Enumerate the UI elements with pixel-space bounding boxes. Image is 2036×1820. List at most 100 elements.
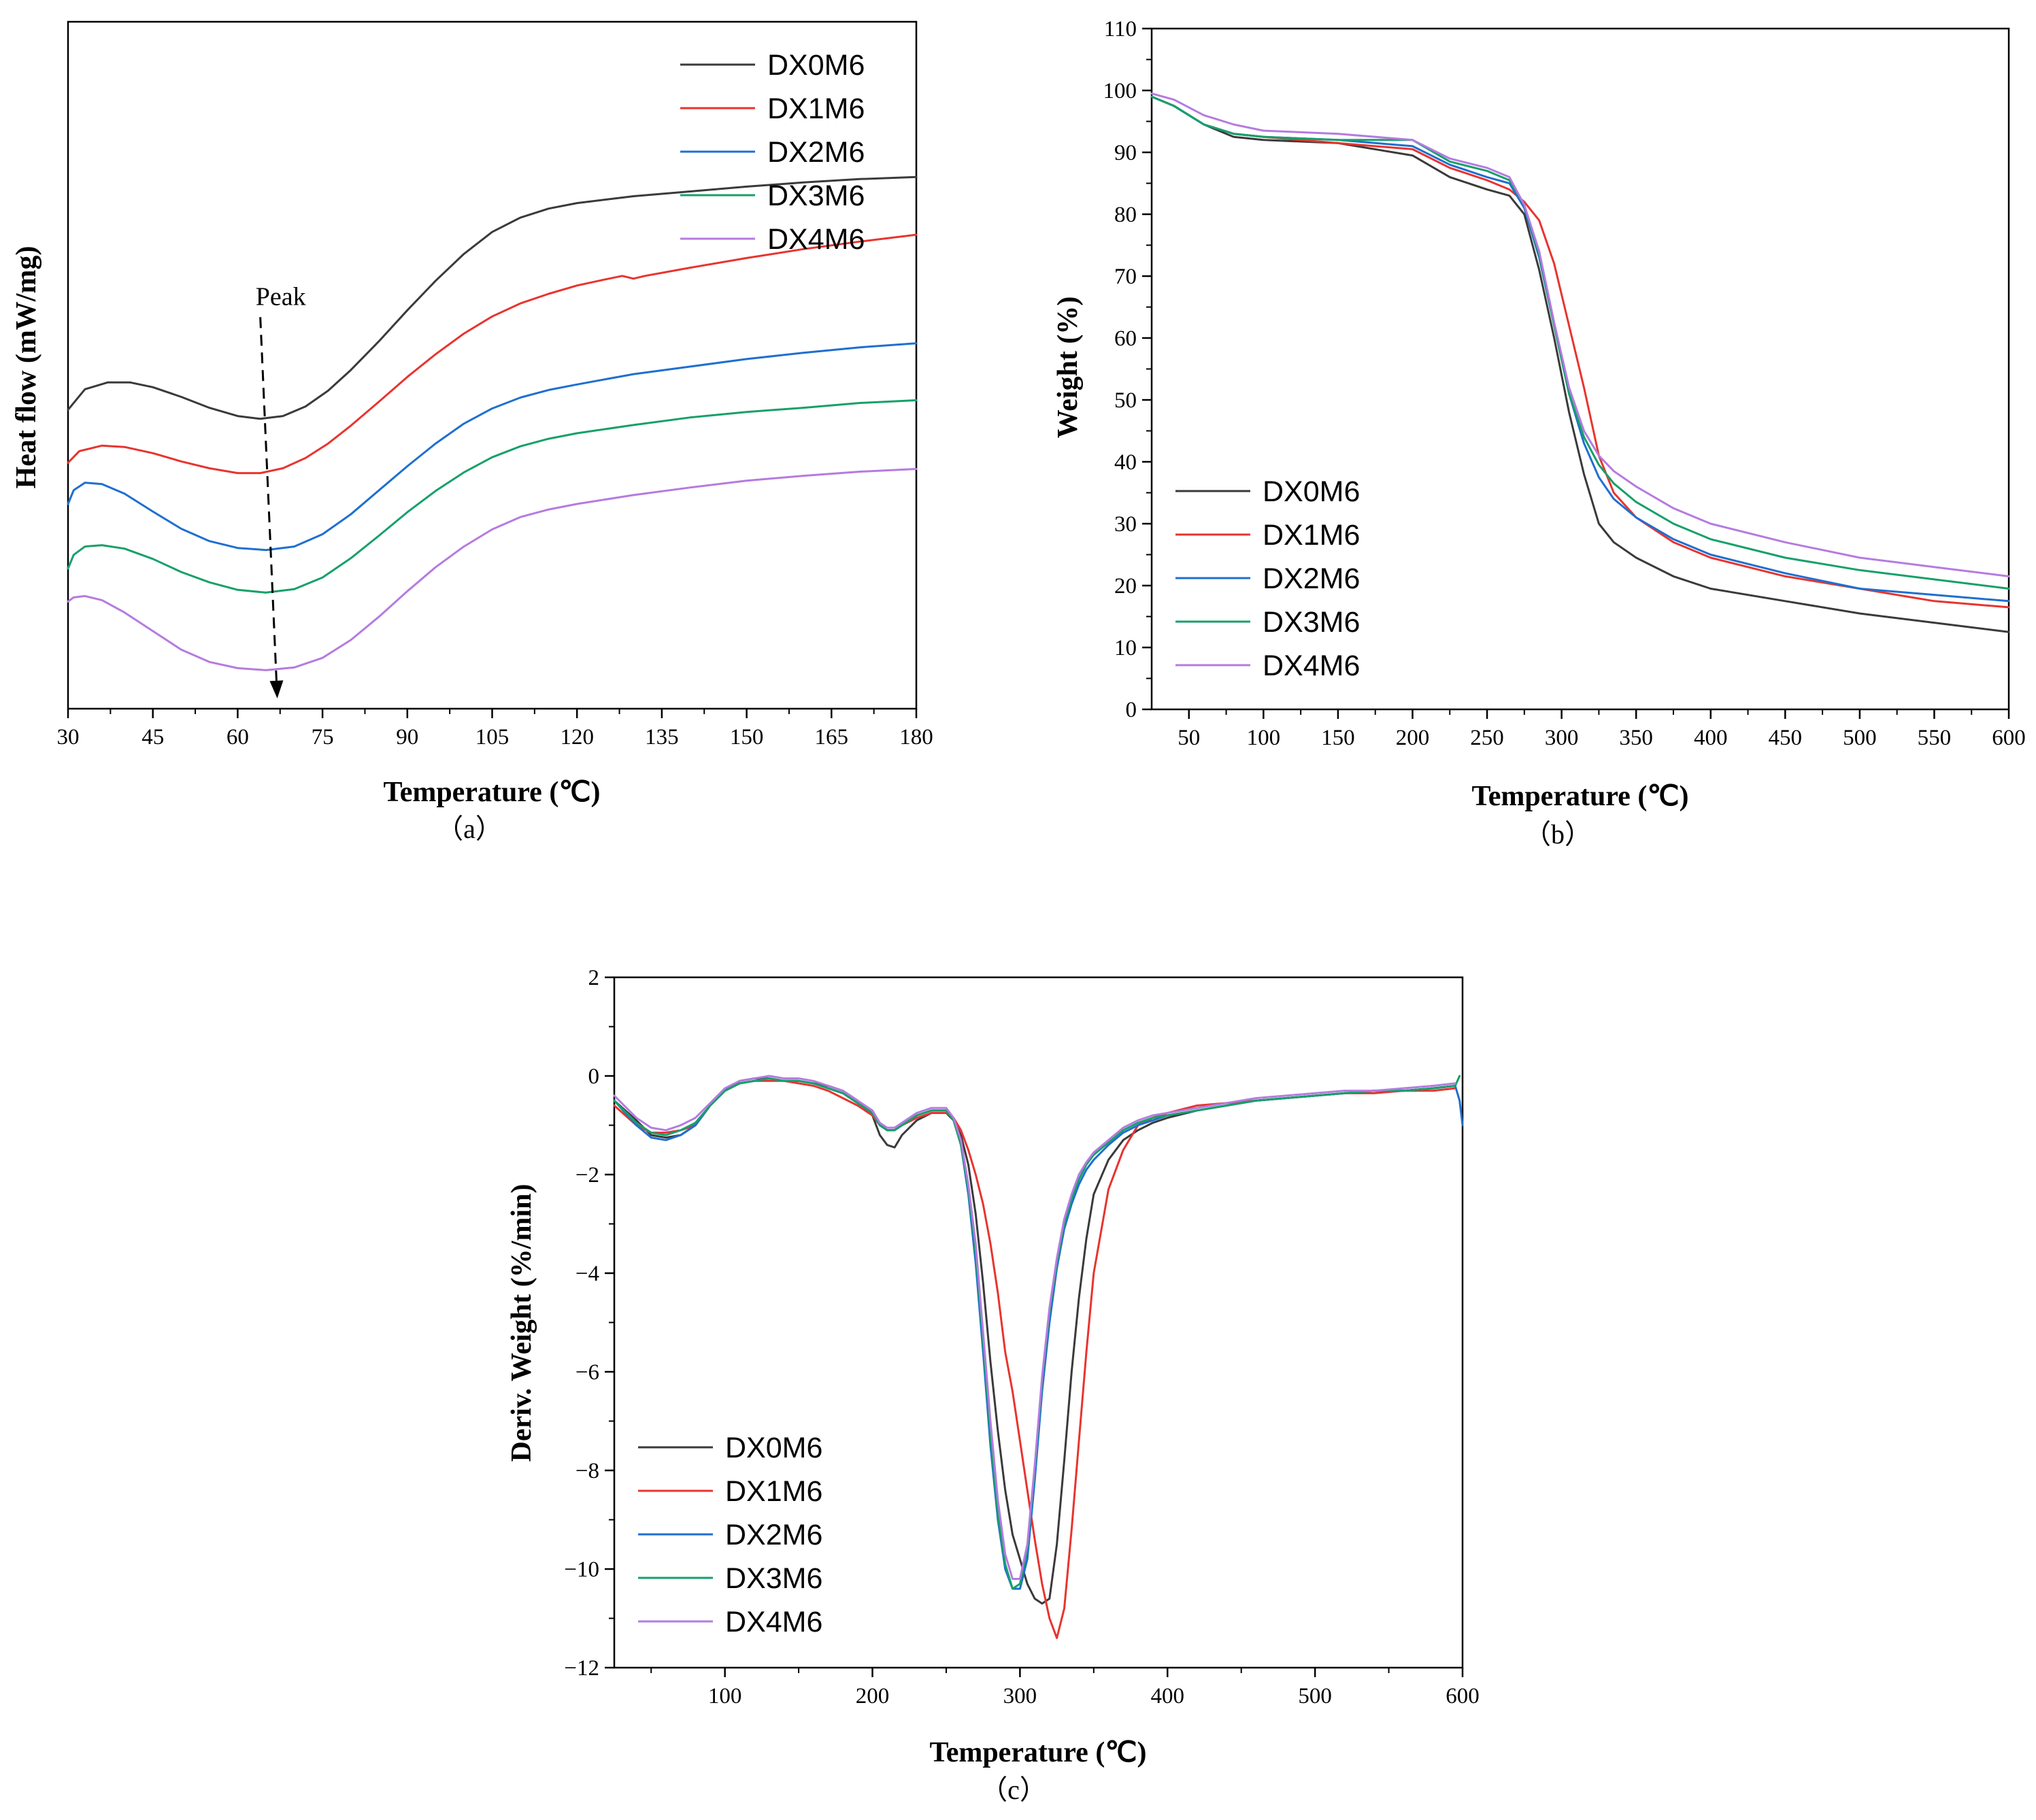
legend-label-dx4m6: DX4M6 (1263, 650, 1360, 682)
y-tick-label: 50 (1114, 388, 1137, 413)
chart-a: 30 45 60 75 90 105 120 135 150 165 180 Peak DX0M6D… (11, 20, 933, 844)
x-tick-label: 400 (1694, 726, 1728, 750)
legend-label-dx0m6: DX0M6 (1263, 475, 1360, 508)
legend-label-dx3m6: DX3M6 (1263, 606, 1360, 639)
x-tick-label: 150 (1321, 726, 1355, 750)
y-tick-label: 20 (1114, 574, 1137, 599)
series-line-dx3m6 (613, 1075, 1461, 1590)
chart-b-xlabel: Temperature (℃) (1472, 781, 1689, 812)
series-line-dx1m6 (67, 233, 918, 475)
series-line-dx4m6 (613, 1075, 1456, 1580)
y-tick-label: 0 (588, 1064, 600, 1089)
x-tick-label: 180 (899, 725, 933, 749)
chart-b-legend: DX0M6 DX1M6 DX2M6 DX3M6 DX4M6 (1175, 475, 1360, 682)
chart-b-ylabel: Weight (%) (1052, 297, 1084, 439)
chart-c-panel-label: （c） (980, 1774, 1047, 1805)
y-tick-label: 60 (1114, 326, 1137, 351)
chart-a-legend: DX0M6 DX1M6 DX2M6 DX3M6 DX4M6 (680, 49, 865, 256)
y-tick-label: 2 (588, 966, 600, 990)
chart-c-legend: DX0M6 DX1M6 DX2M6 DX3M6 DX4M6 (638, 1432, 822, 1638)
series-line-dx4m6 (67, 468, 918, 671)
x-tick-label: 450 (1769, 726, 1803, 750)
legend-label-dx4m6: DX4M6 (725, 1606, 822, 1638)
chart-b-ticks: 50 100 150 200 250 300 350 400 450 500 550 600 0 10 20… (1103, 17, 2026, 750)
chart-a-xlabel: Temperature (℃) (384, 777, 601, 808)
series-line-dx1m6 (613, 1079, 1456, 1639)
x-tick-label: 500 (1843, 726, 1877, 750)
x-tick-label: 50 (1178, 726, 1200, 750)
chart-a-series-lines (67, 175, 918, 671)
chart-a-ylabel: Heat flow (mW/mg) (11, 246, 42, 489)
chart-c-ticks: 100 200 300 400 500 600 −12 −10 −8 −6 −4 −2 0 2 (564, 966, 1479, 1708)
x-tick-label: 250 (1470, 726, 1504, 750)
x-tick-label: 100 (1247, 726, 1281, 750)
legend-label-dx3m6: DX3M6 (725, 1562, 822, 1595)
chart-a-x-ticks: 30 45 60 75 90 105 120 135 150 165 180 (57, 709, 933, 749)
chart-c: 100 200 300 400 500 600 −12 −10 −8 −6 −4 −2 0 2 DX0M6… (506, 966, 1480, 1805)
legend-label-dx2m6: DX2M6 (1263, 562, 1360, 595)
chart-b-series-lines (1150, 92, 2010, 633)
series-line-dx2m6 (613, 1077, 1464, 1590)
y-tick-label: −12 (564, 1656, 599, 1681)
legend-label-dx1m6: DX1M6 (1263, 519, 1360, 552)
y-tick-label: −8 (575, 1459, 599, 1483)
chart-b-panel-label: （b） (1524, 819, 1592, 849)
series-line-dx2m6 (67, 342, 918, 552)
legend-label-dx2m6: DX2M6 (725, 1519, 822, 1551)
x-tick-label: 90 (396, 725, 418, 749)
legend-label-dx4m6: DX4M6 (767, 223, 865, 256)
x-tick-label: 120 (560, 725, 594, 749)
x-tick-label: 200 (1396, 726, 1430, 750)
series-line-dx0m6 (1150, 95, 2010, 633)
x-tick-label: 600 (1446, 1684, 1480, 1708)
chart-c-series-lines (613, 1075, 1464, 1639)
chart-c-ylabel: Deriv. Weight (%/min) (506, 1184, 537, 1462)
legend-label-dx1m6: DX1M6 (767, 92, 865, 125)
chart-c-xlabel: Temperature (℃) (930, 1737, 1147, 1768)
peak-arrow-head (269, 680, 284, 698)
x-tick-label: 200 (856, 1684, 890, 1708)
y-tick-label: 30 (1114, 512, 1137, 537)
y-tick-label: −6 (575, 1360, 599, 1385)
y-tick-label: 80 (1114, 203, 1137, 227)
legend-label-dx1m6: DX1M6 (725, 1475, 822, 1508)
y-tick-label: −10 (564, 1557, 599, 1582)
legend-label-dx0m6: DX0M6 (767, 49, 865, 82)
legend-label-dx0m6: DX0M6 (725, 1432, 822, 1464)
x-tick-label: 100 (708, 1684, 742, 1708)
y-tick-label: 90 (1114, 141, 1137, 165)
series-line-dx0m6 (67, 175, 918, 420)
x-tick-label: 400 (1151, 1684, 1185, 1708)
x-tick-label: 105 (475, 725, 510, 749)
x-tick-label: 165 (815, 725, 849, 749)
chart-b: 50 100 150 200 250 300 350 400 450 500 550 600 0 10 20… (1052, 17, 2026, 849)
y-tick-label: −4 (575, 1262, 599, 1286)
y-tick-label: 110 (1104, 17, 1137, 41)
chart-a-peak-annotation: Peak (256, 282, 306, 698)
legend-label-dx3m6: DX3M6 (767, 180, 865, 212)
series-line-dx3m6 (67, 399, 918, 594)
y-tick-label: 10 (1114, 636, 1137, 660)
series-line-dx4m6 (1150, 92, 2010, 577)
x-tick-label: 60 (227, 725, 249, 749)
y-tick-label: −2 (575, 1163, 599, 1187)
y-tick-label: 40 (1114, 450, 1137, 475)
x-tick-label: 550 (1918, 726, 1952, 750)
peak-label: Peak (256, 282, 306, 311)
peak-arrow-line (259, 317, 278, 681)
x-tick-label: 150 (730, 725, 764, 749)
x-tick-label: 300 (1545, 726, 1579, 750)
series-line-dx3m6 (1150, 95, 2010, 590)
x-tick-label: 500 (1298, 1684, 1332, 1708)
x-tick-label: 135 (645, 725, 679, 749)
y-tick-label: 100 (1103, 79, 1137, 103)
x-tick-label: 45 (141, 725, 164, 749)
y-tick-label: 70 (1114, 265, 1137, 289)
chart-a-panel-label: （a） (436, 813, 503, 844)
x-tick-label: 30 (57, 725, 80, 749)
y-tick-label: 0 (1126, 698, 1137, 722)
x-tick-label: 75 (312, 725, 334, 749)
x-tick-label: 350 (1619, 726, 1653, 750)
legend-label-dx2m6: DX2M6 (767, 136, 865, 169)
